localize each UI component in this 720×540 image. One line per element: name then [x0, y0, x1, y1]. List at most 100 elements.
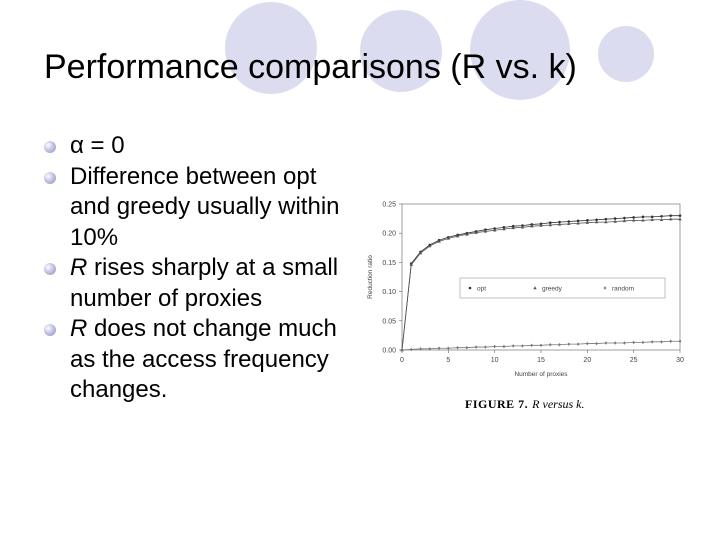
data-point-random: [409, 347, 413, 352]
data-point-opt: [586, 219, 589, 222]
bullet-text: rises sharply at a small number of proxi…: [70, 254, 339, 312]
data-point-greedy: [641, 218, 645, 222]
data-point-random: [511, 344, 515, 348]
legend-marker-opt: [468, 286, 472, 290]
legend-marker-random: [603, 286, 607, 290]
figure-caption-text: R versus k.: [532, 397, 585, 411]
data-point-greedy: [483, 229, 488, 233]
data-point-greedy: [576, 221, 580, 225]
data-point-greedy: [659, 217, 664, 221]
data-point-random: [613, 341, 617, 345]
data-point-greedy: [511, 226, 515, 230]
y-axis-label: Reduction ratio: [367, 255, 374, 299]
data-point-opt: [641, 215, 645, 219]
legend-label: opt: [477, 286, 486, 293]
data-point-greedy: [455, 234, 460, 238]
bullet-icon: [44, 324, 56, 336]
data-point-greedy: [650, 217, 654, 221]
figure-caption-label: FIGURE 7.: [465, 397, 529, 411]
data-point-greedy: [492, 228, 497, 232]
data-point-greedy: [418, 251, 423, 255]
bullet-item: R does not change much as the access fre…: [44, 314, 344, 406]
data-point-opt: [678, 214, 682, 217]
data-point-greedy: [437, 239, 441, 243]
data-point-random: [502, 344, 506, 349]
data-point-greedy: [539, 223, 543, 227]
data-point-random: [650, 340, 654, 344]
data-point-greedy: [548, 223, 552, 227]
data-point-random: [419, 347, 422, 351]
data-point-greedy: [567, 222, 571, 226]
data-point-random: [585, 341, 589, 346]
data-point-greedy: [613, 219, 617, 223]
legend-marker-greedy: [533, 286, 537, 290]
x-tick-label: 30: [676, 357, 684, 364]
data-point-opt: [660, 214, 663, 218]
data-point-greedy: [520, 225, 525, 229]
data-point-opt: [558, 220, 561, 224]
bullet-item: R rises sharply at a small number of pro…: [44, 253, 344, 314]
data-point-opt: [623, 216, 626, 220]
data-point-opt: [613, 217, 617, 220]
legend-label: random: [612, 286, 634, 293]
bullet-italic-symbol: R: [70, 315, 88, 342]
x-tick-label: 10: [491, 357, 499, 364]
data-point-greedy: [678, 217, 682, 221]
data-point-opt: [650, 215, 654, 219]
legend-box: [459, 277, 666, 299]
data-point-random: [558, 343, 561, 347]
bullet-text: α = 0: [70, 132, 125, 159]
data-point-random: [641, 340, 645, 345]
x-tick-label: 25: [630, 357, 638, 364]
data-point-random: [595, 341, 598, 346]
data-point-greedy: [604, 220, 608, 224]
data-point-random: [623, 341, 626, 345]
decor-circle: [598, 26, 654, 82]
data-point-greedy: [446, 236, 451, 240]
x-tick-label: 15: [537, 357, 545, 364]
bullet-text: does not change much as the access frequ…: [70, 315, 337, 403]
data-point-greedy: [631, 218, 636, 222]
bullet-icon: [44, 171, 56, 184]
data-point-greedy: [669, 217, 673, 221]
data-point-random: [567, 342, 571, 346]
data-point-greedy: [409, 262, 413, 266]
data-point-opt: [576, 219, 580, 223]
data-point-greedy: [622, 219, 627, 223]
data-point-random: [400, 348, 404, 352]
x-axis-label: Number of proxies: [514, 371, 568, 378]
bullet-item: α = 0: [44, 131, 344, 162]
data-point-random: [539, 343, 543, 348]
data-point-random: [456, 345, 459, 350]
data-point-random: [678, 339, 682, 343]
data-point-random: [632, 340, 636, 345]
data-point-random: [521, 344, 524, 348]
data-point-random: [465, 345, 469, 350]
data-point-opt: [632, 216, 635, 219]
bullet-icon: [44, 263, 56, 275]
data-point-opt: [604, 217, 608, 221]
data-point-random: [484, 345, 487, 349]
data-point-random: [548, 343, 552, 347]
data-point-opt: [567, 220, 571, 223]
x-tick-label: 5: [446, 357, 450, 364]
data-point-random: [437, 346, 441, 350]
bullet-italic-symbol: R: [70, 254, 88, 281]
bullet-icon: [44, 141, 56, 153]
data-point-random: [604, 341, 608, 345]
y-tick-label: 0.25: [382, 202, 396, 209]
data-point-random: [660, 340, 663, 344]
data-point-greedy: [585, 220, 590, 224]
y-tick-label: 0.20: [382, 231, 396, 238]
data-point-random: [530, 343, 534, 348]
y-tick-label: 0.05: [382, 318, 396, 325]
data-point-random: [493, 344, 497, 349]
bullet-item: Difference between opt and greedy usuall…: [44, 162, 344, 254]
decor-circle: [360, 10, 442, 92]
decor-circle: [225, 2, 317, 94]
data-point-random: [669, 339, 673, 343]
legend-label: greedy: [542, 286, 563, 293]
data-point-greedy: [594, 220, 599, 224]
data-point-opt: [595, 218, 598, 222]
figure-caption: FIGURE 7. R versus k.: [465, 397, 585, 412]
